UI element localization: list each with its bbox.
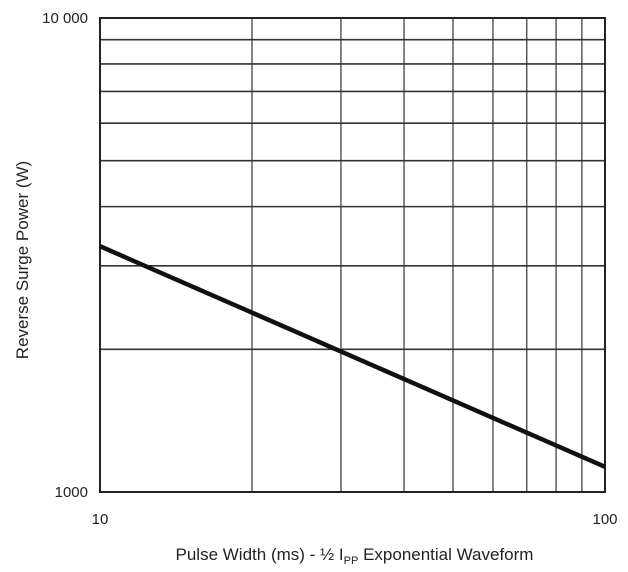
series-layer <box>99 244 606 469</box>
x-tick-labels: 10 100 <box>92 511 618 528</box>
y-axis-title: Reverse Surge Power (W) <box>13 161 32 359</box>
x-axis-title: Pulse Width (ms) - ½ IPP Exponential Wav… <box>176 545 534 567</box>
plot-frame <box>99 17 606 493</box>
x-tick-label: 100 <box>592 511 617 528</box>
vertical-gridlines <box>251 18 583 492</box>
series-line-1 <box>99 244 606 469</box>
y-tick-label: 1000 <box>55 484 88 501</box>
x-tick-label: 10 <box>92 511 109 528</box>
horizontal-gridlines <box>100 38 605 351</box>
x-axis-title-subscript: PP <box>344 555 359 567</box>
x-axis-title-main: Pulse Width (ms) - ½ I <box>176 545 344 564</box>
y-tick-labels: 1000 10 000 <box>42 10 88 501</box>
y-tick-label: 10 000 <box>42 10 88 27</box>
x-axis-title-suffix: Exponential Waveform <box>358 545 533 564</box>
